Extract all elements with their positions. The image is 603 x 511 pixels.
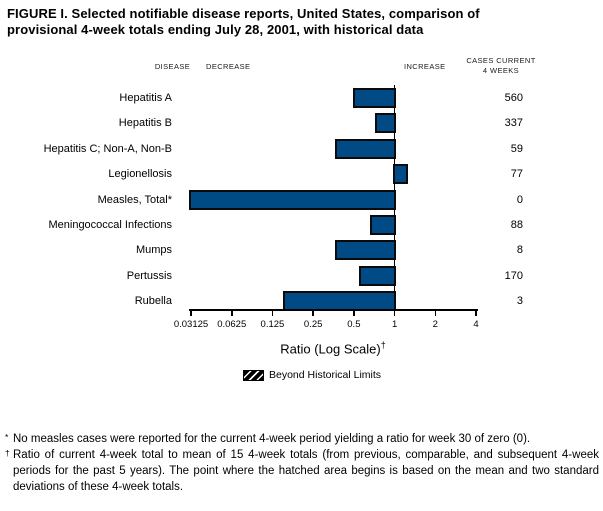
axis-tick-label: 2: [432, 319, 438, 330]
ratio-bar: [370, 214, 396, 235]
ratio-bar: [393, 164, 408, 185]
figure-title-line1: FIGURE I. Selected notifiable disease re…: [7, 6, 480, 21]
axis-tick: [434, 309, 437, 317]
column-header-increase: INCREASE: [404, 62, 446, 71]
cases-value: 560: [504, 92, 523, 104]
ratio-bar: [359, 265, 396, 286]
ratio-bar: [334, 240, 396, 261]
disease-label: Pertussis: [126, 269, 172, 282]
figure-title: FIGURE I. Selected notifiable disease re…: [7, 6, 593, 37]
axis-tick: [190, 309, 192, 317]
disease-label: Hepatitis B: [118, 117, 172, 130]
axis-tick: [271, 309, 274, 317]
figure-title-line2: provisional 4-week totals ending July 28…: [7, 21, 424, 37]
footnotes: * No measles cases were reported for the…: [5, 431, 599, 495]
disease-label: Meningococcal Infections: [48, 218, 172, 231]
axis-tick-label: 0.125: [260, 319, 285, 330]
footnote-ratio-definition: † Ratio of current 4-week total to mean …: [5, 447, 599, 495]
ratio-bar: [189, 189, 396, 210]
cases-value: 170: [504, 269, 523, 282]
disease-label: Rubella: [134, 295, 172, 308]
disease-label: Mumps: [135, 244, 172, 257]
cases-value: 337: [504, 117, 523, 130]
column-header-decrease: DECREASE: [206, 62, 251, 71]
disease-label: Legionellosis: [108, 168, 172, 181]
axis-tick-label: 0.5: [347, 319, 361, 330]
x-axis-label: Ratio (Log Scale)†: [280, 340, 386, 357]
axis-tick: [312, 309, 314, 317]
disease-label: Measles, Total*: [97, 193, 172, 206]
column-header-cases-current: CASES CURRENT 4 WEEKS: [466, 56, 536, 75]
axis-tick: [230, 309, 233, 317]
ratio-bar: [334, 138, 396, 159]
axis-tick: [393, 309, 396, 317]
footnote-marker-asterisk: *: [5, 432, 9, 442]
axis-tick-label: 0.25: [303, 319, 323, 330]
axis-tick: [475, 309, 477, 317]
ratio-bar: [375, 113, 396, 134]
axis-tick: [353, 309, 355, 317]
axis-tick-label: 4: [473, 319, 479, 330]
cases-value: 3: [516, 295, 523, 308]
axis-tick-label: 1: [391, 319, 398, 330]
cases-value: 88: [510, 218, 523, 231]
disease-label: Hepatitis C; Non-A, Non-B: [43, 142, 172, 155]
disease-label: Hepatitis A: [119, 92, 172, 104]
axis-tick-label: 0.03125: [173, 319, 209, 330]
cases-value: 8: [516, 244, 523, 257]
legend-label: Beyond Historical Limits: [269, 369, 382, 381]
ratio-bar: [283, 291, 396, 312]
legend-hatched-swatch: [243, 370, 264, 381]
axis-tick-label: 0.0625: [217, 319, 247, 330]
cases-value: 77: [510, 168, 523, 181]
column-header-disease: DISEASE: [154, 62, 191, 71]
cases-value: 59: [510, 142, 523, 155]
dagger-superscript: †: [380, 340, 386, 350]
ratio-bar: [352, 88, 396, 108]
footnote-measles: * No measles cases were reported for the…: [5, 431, 599, 447]
cases-value: 0: [516, 193, 523, 206]
x-axis-line: [189, 309, 478, 311]
footnote-marker-dagger: †: [5, 448, 10, 458]
